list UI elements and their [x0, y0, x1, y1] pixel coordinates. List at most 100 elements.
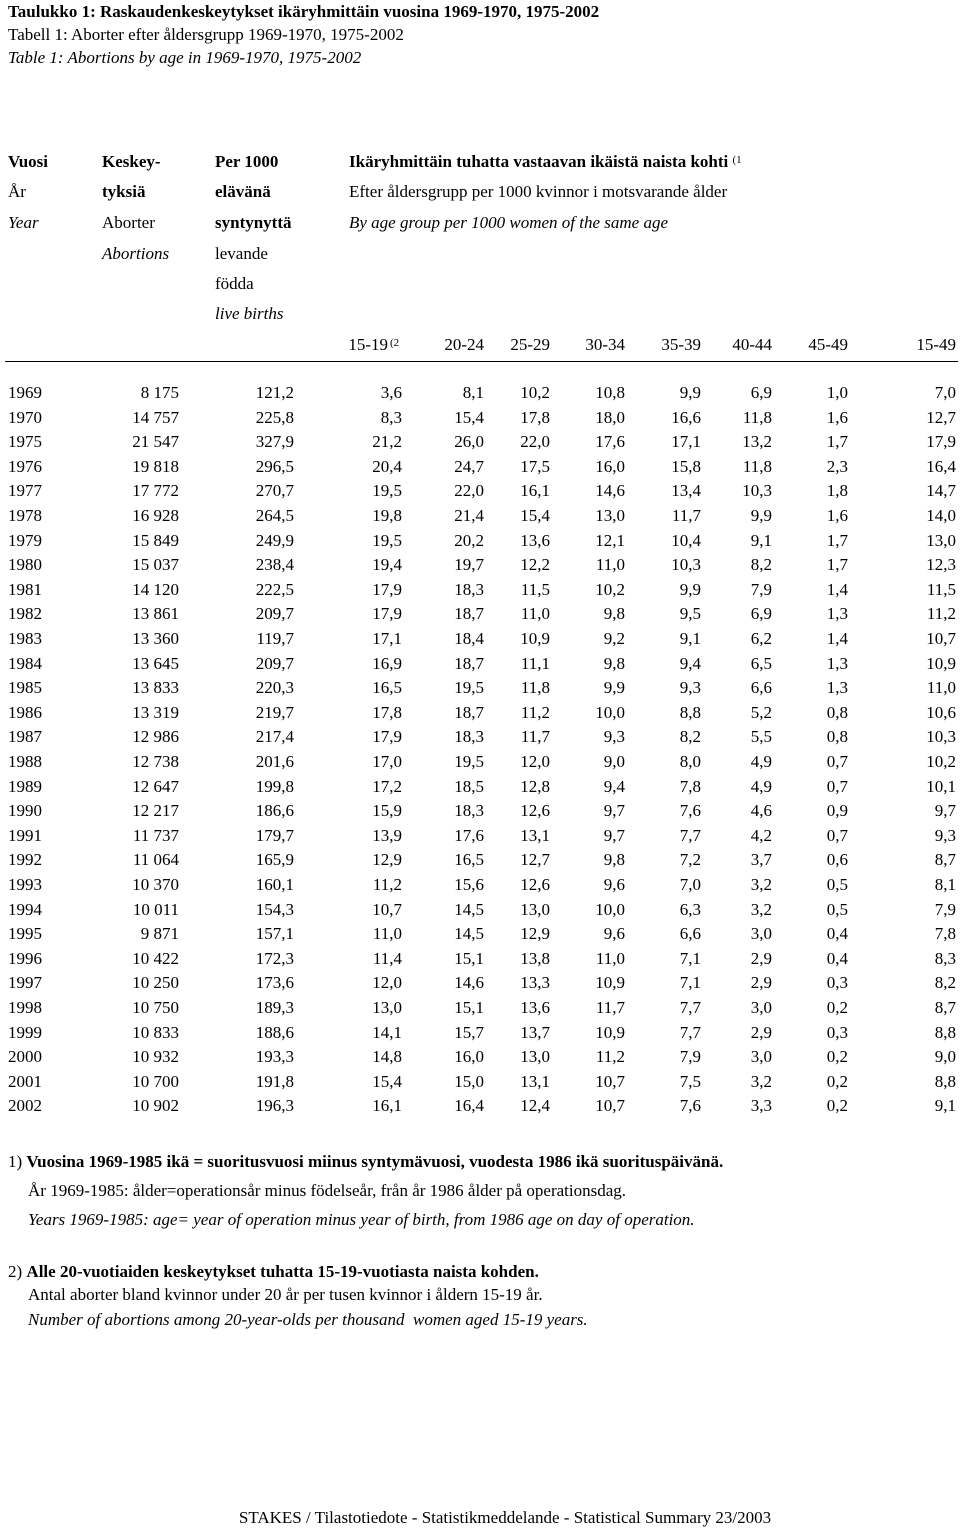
table-cell: 0,7 [826, 776, 848, 796]
table-cell: 0,4 [826, 924, 848, 944]
table-cell: 14,1 [372, 1022, 402, 1042]
table-cell: 7,7 [679, 1022, 701, 1042]
table-cell: 17,9 [926, 432, 956, 452]
table-cell: 12,6 [520, 875, 550, 894]
table-cell: 0,5 [826, 875, 848, 894]
table-cell: 13,0 [595, 506, 625, 525]
header-cell: tyksiä [102, 182, 146, 201]
table-cell: 10,7 [595, 1071, 625, 1091]
table-cell: 11,7 [595, 998, 625, 1017]
table-cell: 19,7 [454, 555, 484, 575]
table-cell: 225,8 [255, 407, 294, 427]
table-cell: 6,3 [679, 899, 701, 919]
header-cell: levande [215, 244, 268, 263]
footnote: 1) Vuosina 1969-1985 ikä = suoritusvuosi… [8, 1152, 723, 1172]
table-cell: 11,2 [520, 702, 550, 722]
table-cell: 21 547 [132, 432, 179, 452]
table-cell: 1988 [8, 752, 42, 771]
table-cell: 12,6 [520, 801, 550, 821]
table-cell: 9,3 [679, 678, 701, 698]
table-cell: 1982 [8, 604, 42, 624]
table-cell: 17,8 [520, 407, 550, 427]
table-cell: 16,5 [372, 678, 402, 698]
table-cell: 1985 [8, 678, 42, 698]
table-cell: 10 422 [132, 948, 179, 968]
table-cell: 1981 [8, 579, 42, 599]
age-group-label: 20-24 [444, 335, 484, 354]
table-cell: 1979 [8, 530, 42, 550]
table-cell: 10,9 [595, 1022, 625, 1042]
table-cell: 10,3 [926, 727, 956, 747]
table-cell: 7,1 [679, 973, 701, 993]
table-cell: 7,5 [679, 1071, 701, 1091]
table-cell: 1,4 [826, 629, 848, 648]
header-cell: Keskey- [102, 152, 161, 171]
table-cell: 0,8 [826, 727, 848, 747]
table-cell: 8,2 [934, 973, 956, 993]
table-cell: 18,4 [454, 629, 484, 648]
table-cell: 15,1 [454, 998, 484, 1017]
table-cell: 189,3 [255, 998, 294, 1017]
table-cell: 17,6 [454, 825, 484, 845]
footer: STAKES / Tilastotiedote - Statistikmedde… [238, 1508, 772, 1527]
table-cell: 9,8 [603, 850, 625, 870]
table-cell: 8,8 [679, 702, 701, 722]
table-cell: 217,4 [255, 727, 294, 747]
table-cell: 6,5 [750, 653, 772, 673]
table-cell: 10,0 [595, 899, 625, 919]
table-cell: 1970 [8, 407, 42, 427]
table-cell: 16,4 [926, 456, 956, 476]
table-cell: 17,2 [372, 776, 402, 796]
table-cell: 7,6 [679, 801, 701, 821]
table-cell: 9,7 [603, 801, 625, 821]
table-cell: 13,6 [520, 998, 550, 1017]
table-cell: 6,6 [679, 924, 701, 944]
table-cell: 16 928 [132, 506, 179, 525]
table-cell: 9,2 [603, 629, 625, 648]
table-cell: 4,9 [750, 776, 772, 796]
table-cell: 10,7 [372, 899, 402, 919]
table-cell: 1,8 [826, 481, 848, 501]
table-cell: 10,9 [595, 973, 625, 993]
table-cell: 9,6 [603, 924, 625, 944]
table-cell: 16,1 [520, 481, 550, 501]
table-cell: 11,5 [926, 579, 956, 599]
table-cell: 7,9 [934, 899, 956, 919]
table-cell: 7,0 [679, 875, 701, 894]
table-cell: 14 757 [132, 407, 179, 427]
table-cell: 1987 [8, 727, 42, 747]
table-cell: 26,0 [454, 432, 484, 452]
footnote-text: Alle 20-vuotiaiden keskeytykset tuhatta … [26, 1262, 539, 1281]
table-cell: 2,9 [750, 1022, 772, 1042]
table-cell: 15,6 [454, 875, 484, 894]
table-cell: 0,2 [826, 998, 848, 1017]
table-cell: 10,3 [742, 481, 772, 501]
table-cell: 1983 [8, 629, 42, 648]
table-cell: 6,6 [750, 678, 772, 698]
table-cell: 7,2 [679, 850, 701, 870]
table-cell: 10,2 [595, 579, 625, 599]
table-cell: 22,0 [454, 481, 484, 501]
table-cell: 9,4 [603, 776, 625, 796]
title: Table 1: Abortions by age in 1969-1970, … [8, 48, 362, 67]
table-cell: 17,9 [372, 579, 402, 599]
table-cell: 157,1 [255, 924, 294, 944]
table-cell: 7,7 [679, 998, 701, 1017]
table-cell: 18,5 [454, 776, 484, 796]
table-cell: 9,1 [750, 530, 772, 550]
table-cell: 249,9 [255, 530, 294, 550]
header-cell: födda [215, 274, 254, 293]
table-cell: 9,1 [934, 1096, 956, 1116]
table-cell: 18,3 [454, 727, 484, 747]
table-cell: 9,9 [603, 678, 625, 698]
table-cell: 1989 [8, 776, 42, 796]
table-cell: 1999 [8, 1022, 42, 1042]
table-cell: 3,3 [750, 1096, 772, 1116]
table-cell: 0,6 [826, 850, 848, 870]
table-cell: 13 645 [132, 653, 179, 673]
table-cell: 13,2 [742, 432, 772, 452]
table-cell: 10,0 [595, 702, 625, 722]
table-cell: 10,6 [926, 702, 956, 722]
table-cell: 10,7 [926, 629, 956, 648]
